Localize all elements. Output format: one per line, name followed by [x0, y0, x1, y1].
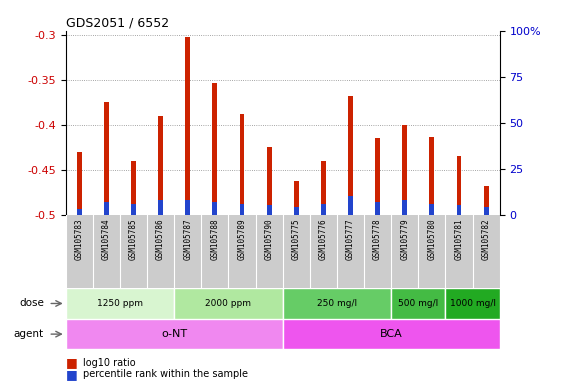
Text: GSM105780: GSM105780: [427, 218, 436, 260]
Text: GSM105790: GSM105790: [264, 218, 274, 260]
Bar: [456, 156, 461, 215]
Bar: [375, 202, 380, 215]
Text: 250 mg/l: 250 mg/l: [317, 299, 357, 308]
Text: 500 mg/l: 500 mg/l: [398, 299, 439, 308]
Text: o-NT: o-NT: [161, 329, 187, 339]
Text: GSM105785: GSM105785: [129, 218, 138, 260]
Text: 1250 ppm: 1250 ppm: [97, 299, 143, 308]
Bar: [77, 152, 82, 215]
Bar: [66, 288, 174, 319]
Bar: [267, 205, 272, 215]
Text: percentile rank within the sample: percentile rank within the sample: [83, 369, 248, 379]
Bar: [104, 202, 109, 215]
Bar: [283, 288, 391, 319]
Bar: [293, 181, 299, 215]
Text: GSM105786: GSM105786: [156, 218, 165, 260]
Bar: [239, 114, 244, 215]
Bar: [402, 200, 407, 215]
Bar: [131, 204, 136, 215]
Bar: [104, 103, 109, 215]
Text: dose: dose: [19, 298, 44, 308]
Bar: [77, 209, 82, 215]
Bar: [158, 200, 163, 215]
Text: 2000 ppm: 2000 ppm: [206, 299, 251, 308]
Text: agent: agent: [14, 329, 44, 339]
Bar: [66, 319, 283, 349]
Text: GSM105783: GSM105783: [75, 218, 84, 260]
Text: GSM105787: GSM105787: [183, 218, 192, 260]
Bar: [131, 161, 136, 215]
Text: GSM105789: GSM105789: [238, 218, 247, 260]
Bar: [321, 161, 326, 215]
Bar: [267, 147, 272, 215]
Bar: [484, 207, 489, 215]
Text: GDS2051 / 6552: GDS2051 / 6552: [66, 17, 169, 30]
Bar: [348, 96, 353, 215]
Text: GSM105776: GSM105776: [319, 218, 328, 260]
Bar: [239, 204, 244, 215]
Bar: [484, 186, 489, 215]
Text: ■: ■: [66, 356, 78, 369]
Bar: [293, 207, 299, 215]
Bar: [429, 204, 435, 215]
Text: GSM105775: GSM105775: [292, 218, 301, 260]
Bar: [212, 83, 218, 215]
Bar: [348, 196, 353, 215]
Bar: [402, 125, 407, 215]
Bar: [391, 288, 445, 319]
Text: ■: ■: [66, 368, 78, 381]
Bar: [429, 137, 435, 215]
Text: log10 ratio: log10 ratio: [83, 358, 135, 368]
Text: BCA: BCA: [380, 329, 403, 339]
Bar: [174, 288, 283, 319]
Text: GSM105782: GSM105782: [481, 218, 490, 260]
Text: GSM105779: GSM105779: [400, 218, 409, 260]
Bar: [185, 37, 190, 215]
Text: GSM105777: GSM105777: [346, 218, 355, 260]
Bar: [185, 200, 190, 215]
Bar: [283, 319, 500, 349]
Text: GSM105788: GSM105788: [210, 218, 219, 260]
Bar: [212, 202, 218, 215]
Text: 1000 mg/l: 1000 mg/l: [449, 299, 496, 308]
Bar: [456, 205, 461, 215]
Bar: [445, 288, 500, 319]
Text: GSM105781: GSM105781: [455, 218, 464, 260]
Bar: [321, 204, 326, 215]
Text: GSM105778: GSM105778: [373, 218, 382, 260]
Text: GSM105784: GSM105784: [102, 218, 111, 260]
Bar: [158, 116, 163, 215]
Bar: [375, 138, 380, 215]
